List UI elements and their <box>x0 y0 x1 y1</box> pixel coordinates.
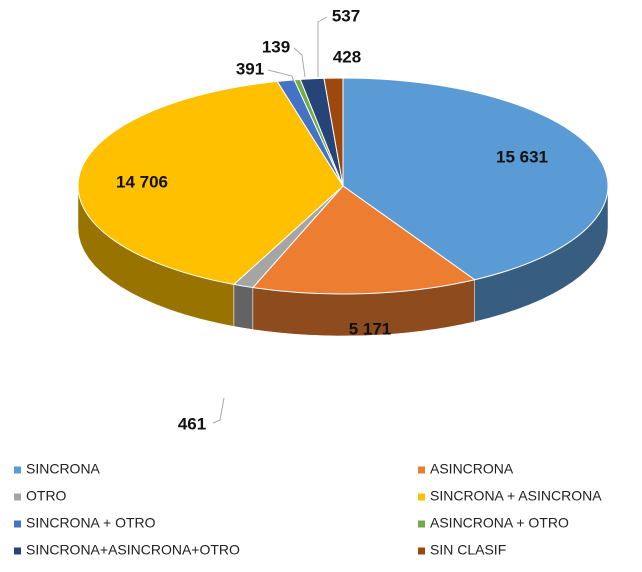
legend-swatch <box>418 493 425 501</box>
leader-line <box>267 69 295 83</box>
data-label: 14 706 <box>116 172 168 191</box>
legend-label: SINCRONA + ASINCRONA <box>430 488 602 504</box>
data-label: 15 631 <box>496 147 548 166</box>
data-label: 428 <box>333 47 361 66</box>
legend-label: ASINCRONA + OTRO <box>430 515 569 531</box>
legend-swatch <box>418 520 425 528</box>
legend-swatch <box>14 493 21 501</box>
data-label: 461 <box>178 414 206 433</box>
legend-label: ASINCRONA <box>430 461 514 477</box>
data-label: 391 <box>236 59 264 78</box>
data-label: 139 <box>262 37 290 56</box>
slice <box>323 77 344 187</box>
leader-line <box>212 397 225 424</box>
leader-line <box>317 16 328 77</box>
legend-label: OTRO <box>26 488 67 504</box>
legend-label: SINCRONA <box>26 461 101 477</box>
legend-swatch <box>418 547 425 555</box>
data-label: 5 171 <box>349 319 392 338</box>
legend-swatch <box>418 466 425 474</box>
legend-label: SINCRONA+ASINCRONA+OTRO <box>26 542 240 558</box>
slice <box>342 77 609 281</box>
leader-line <box>293 47 306 78</box>
slice <box>77 80 344 285</box>
slice <box>251 185 476 295</box>
legend-label: SIN CLASIF <box>430 542 506 558</box>
legend-swatch <box>14 547 21 555</box>
slice-side <box>233 284 254 330</box>
data-label: 537 <box>332 6 360 25</box>
legend-swatch <box>14 466 21 474</box>
legend-label: SINCRONA + OTRO <box>26 515 156 531</box>
legend-swatch <box>14 520 21 528</box>
